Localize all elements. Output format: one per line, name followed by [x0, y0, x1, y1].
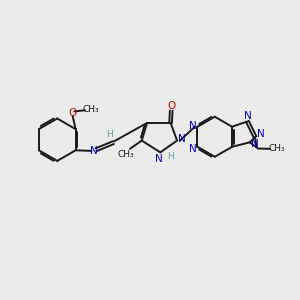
- Text: O: O: [68, 108, 77, 118]
- Text: N: N: [244, 111, 252, 121]
- Text: H: H: [167, 152, 174, 161]
- Text: CH₃: CH₃: [268, 144, 285, 153]
- Text: H: H: [106, 130, 113, 140]
- Text: N: N: [189, 122, 197, 131]
- Text: N: N: [155, 154, 163, 164]
- Text: N: N: [256, 129, 264, 139]
- Text: N: N: [189, 144, 197, 154]
- Text: N: N: [90, 146, 98, 156]
- Text: CH₃: CH₃: [118, 150, 134, 159]
- Text: N: N: [178, 134, 185, 144]
- Text: O: O: [167, 101, 175, 111]
- Text: N: N: [251, 139, 259, 148]
- Text: CH₃: CH₃: [82, 105, 99, 114]
